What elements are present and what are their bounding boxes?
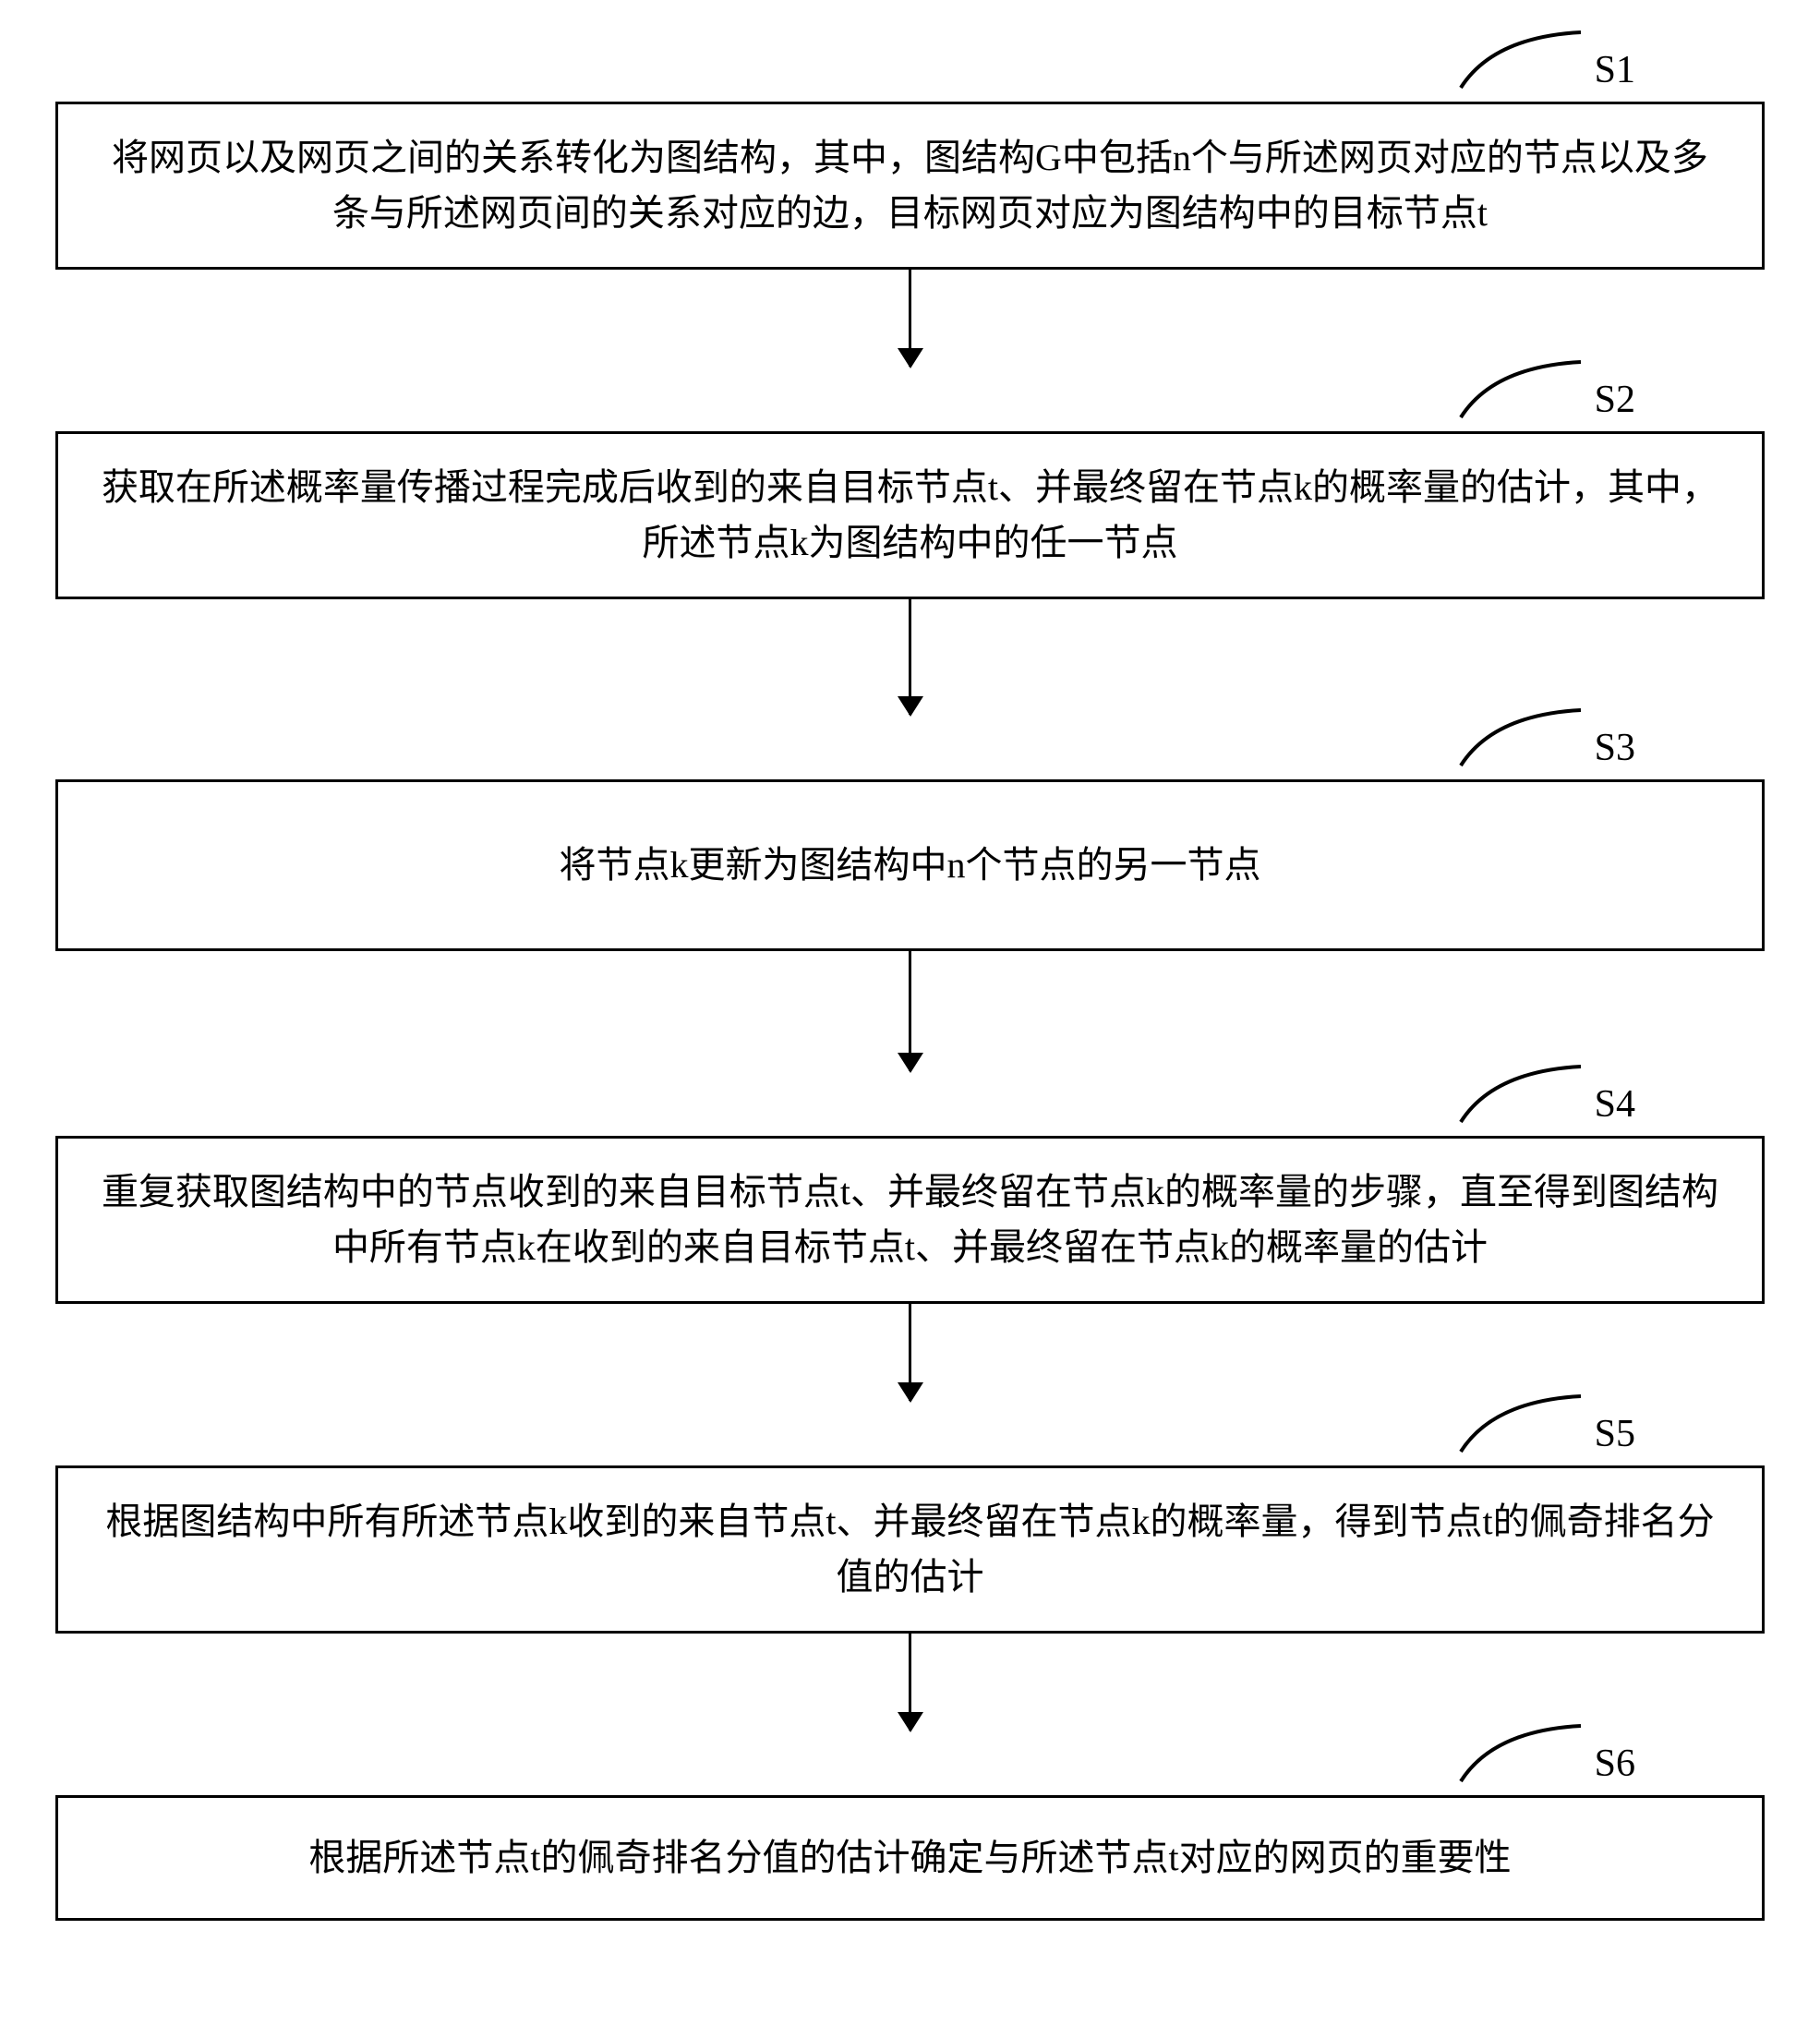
step-box-s4: 重复获取图结构中的节点收到的来自目标节点t、并最终留在节点k的概率量的步骤，直至… — [55, 1136, 1765, 1304]
step-text-s5: 根据图结构中所有所述节点k收到的来自节点t、并最终留在节点k的概率量，得到节点t… — [105, 1501, 1714, 1598]
label-group-s2: S2 — [1456, 357, 1635, 422]
step-wrapper-s1: S1 将网页以及网页之间的关系转化为图结构，其中，图结构G中包括n个与所述网页对… — [55, 102, 1765, 270]
label-group-s5: S5 — [1456, 1392, 1635, 1456]
curve-icon — [1456, 1721, 1585, 1786]
label-group-s1: S1 — [1456, 28, 1635, 92]
step-label-s3: S3 — [1595, 726, 1635, 770]
step-text-s3: 将节点k更新为图结构中n个节点的另一节点 — [560, 844, 1261, 886]
step-wrapper-s2: S2 获取在所述概率量传播过程完成后收到的来自目标节点t、并最终留在节点k的概率… — [55, 431, 1765, 599]
flowchart-container: S1 将网页以及网页之间的关系转化为图结构，其中，图结构G中包括n个与所述网页对… — [55, 37, 1765, 1921]
step-wrapper-s6: S6 根据所述节点t的佩奇排名分值的估计确定与所述节点t对应的网页的重要性 — [55, 1795, 1765, 1921]
curve-icon — [1456, 357, 1585, 422]
curve-icon — [1456, 705, 1585, 770]
step-box-s5: 根据图结构中所有所述节点k收到的来自节点t、并最终留在节点k的概率量，得到节点t… — [55, 1465, 1765, 1634]
step-wrapper-s5: S5 根据图结构中所有所述节点k收到的来自节点t、并最终留在节点k的概率量，得到… — [55, 1465, 1765, 1634]
curve-icon — [1456, 1392, 1585, 1456]
label-group-s3: S3 — [1456, 705, 1635, 770]
label-group-s6: S6 — [1456, 1721, 1635, 1786]
label-group-s4: S4 — [1456, 1062, 1635, 1127]
step-wrapper-s4: S4 重复获取图结构中的节点收到的来自目标节点t、并最终留在节点k的概率量的步骤… — [55, 1136, 1765, 1304]
step-label-s1: S1 — [1595, 48, 1635, 92]
step-label-s4: S4 — [1595, 1082, 1635, 1127]
step-label-s2: S2 — [1595, 378, 1635, 422]
step-box-s6: 根据所述节点t的佩奇排名分值的估计确定与所述节点t对应的网页的重要性 — [55, 1795, 1765, 1921]
step-label-s5: S5 — [1595, 1412, 1635, 1456]
arrow-s1-s2 — [909, 270, 911, 367]
step-text-s2: 获取在所述概率量传播过程完成后收到的来自目标节点t、并最终留在节点k的概率量的估… — [102, 466, 1718, 563]
step-text-s4: 重复获取图结构中的节点收到的来自目标节点t、并最终留在节点k的概率量的步骤，直至… — [102, 1171, 1718, 1268]
step-box-s3: 将节点k更新为图结构中n个节点的另一节点 — [55, 779, 1765, 951]
step-box-s2: 获取在所述概率量传播过程完成后收到的来自目标节点t、并最终留在节点k的概率量的估… — [55, 431, 1765, 599]
step-label-s6: S6 — [1595, 1742, 1635, 1786]
step-box-s1: 将网页以及网页之间的关系转化为图结构，其中，图结构G中包括n个与所述网页对应的节… — [55, 102, 1765, 270]
arrow-s4-s5 — [909, 1304, 911, 1401]
step-text-s6: 根据所述节点t的佩奇排名分值的估计确定与所述节点t对应的网页的重要性 — [308, 1837, 1511, 1878]
arrow-s5-s6 — [909, 1634, 911, 1731]
step-wrapper-s3: S3 将节点k更新为图结构中n个节点的另一节点 — [55, 779, 1765, 951]
step-text-s1: 将网页以及网页之间的关系转化为图结构，其中，图结构G中包括n个与所述网页对应的节… — [112, 137, 1708, 234]
arrow-s3-s4 — [909, 951, 911, 1071]
curve-icon — [1456, 28, 1585, 92]
curve-icon — [1456, 1062, 1585, 1127]
arrow-s2-s3 — [909, 599, 911, 715]
